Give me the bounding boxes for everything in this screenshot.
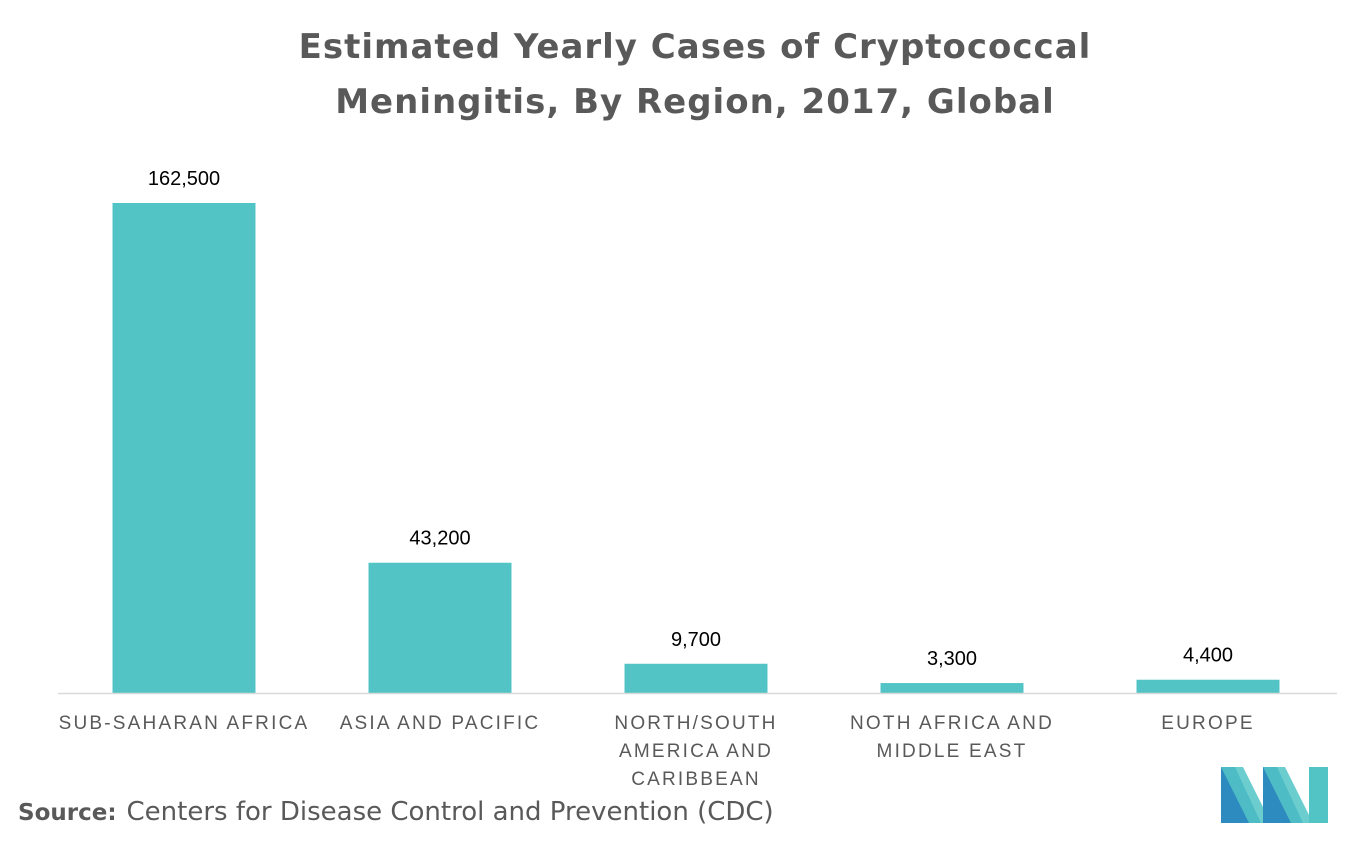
category-label-4-line-1: NOTH AFRICA AND bbox=[850, 713, 1054, 734]
category-label-3-line-3: CARIBBEAN bbox=[631, 769, 761, 790]
source-text: Centers for Disease Control and Preventi… bbox=[126, 797, 774, 827]
chart-title-line-2: Meningitis, By Region, 2017, Global bbox=[335, 82, 1055, 122]
data-label-5: 4,400 bbox=[1183, 645, 1233, 667]
category-label-4-line-2: MIDDLE EAST bbox=[877, 741, 1028, 762]
data-label-2: 43,200 bbox=[409, 528, 470, 550]
chart-title: Estimated Yearly Cases of Cryptococcal M… bbox=[0, 20, 1359, 130]
category-label-3-line-1: NORTH/SOUTH bbox=[614, 713, 777, 734]
mordor-intelligence-logo-icon bbox=[1221, 767, 1328, 823]
bar-5 bbox=[1136, 679, 1280, 693]
bar-chart: 162,500 SUB-SAHARAN AFRICA 43,200 ASIA AND … bbox=[58, 168, 1337, 790]
bar-1 bbox=[112, 203, 256, 693]
source-note: Source: Centers for Disease Control and P… bbox=[18, 797, 774, 827]
bar-4 bbox=[880, 683, 1024, 693]
bar-3 bbox=[624, 663, 768, 693]
category-label-3-line-2: AMERICA AND bbox=[619, 741, 773, 762]
chart-title-line-1: Estimated Yearly Cases of Cryptococcal bbox=[298, 27, 1092, 67]
bar-2 bbox=[368, 562, 512, 693]
category-label-2-line-1: ASIA AND PACIFIC bbox=[340, 713, 541, 734]
category-label-1-line-1: SUB-SAHARAN AFRICA bbox=[59, 713, 310, 734]
category-label-5-line-1: EUROPE bbox=[1161, 713, 1254, 734]
source-label: Source: bbox=[18, 800, 117, 826]
data-label-1: 162,500 bbox=[148, 168, 220, 190]
data-label-3: 9,700 bbox=[671, 629, 721, 651]
data-label-4: 3,300 bbox=[927, 648, 977, 670]
